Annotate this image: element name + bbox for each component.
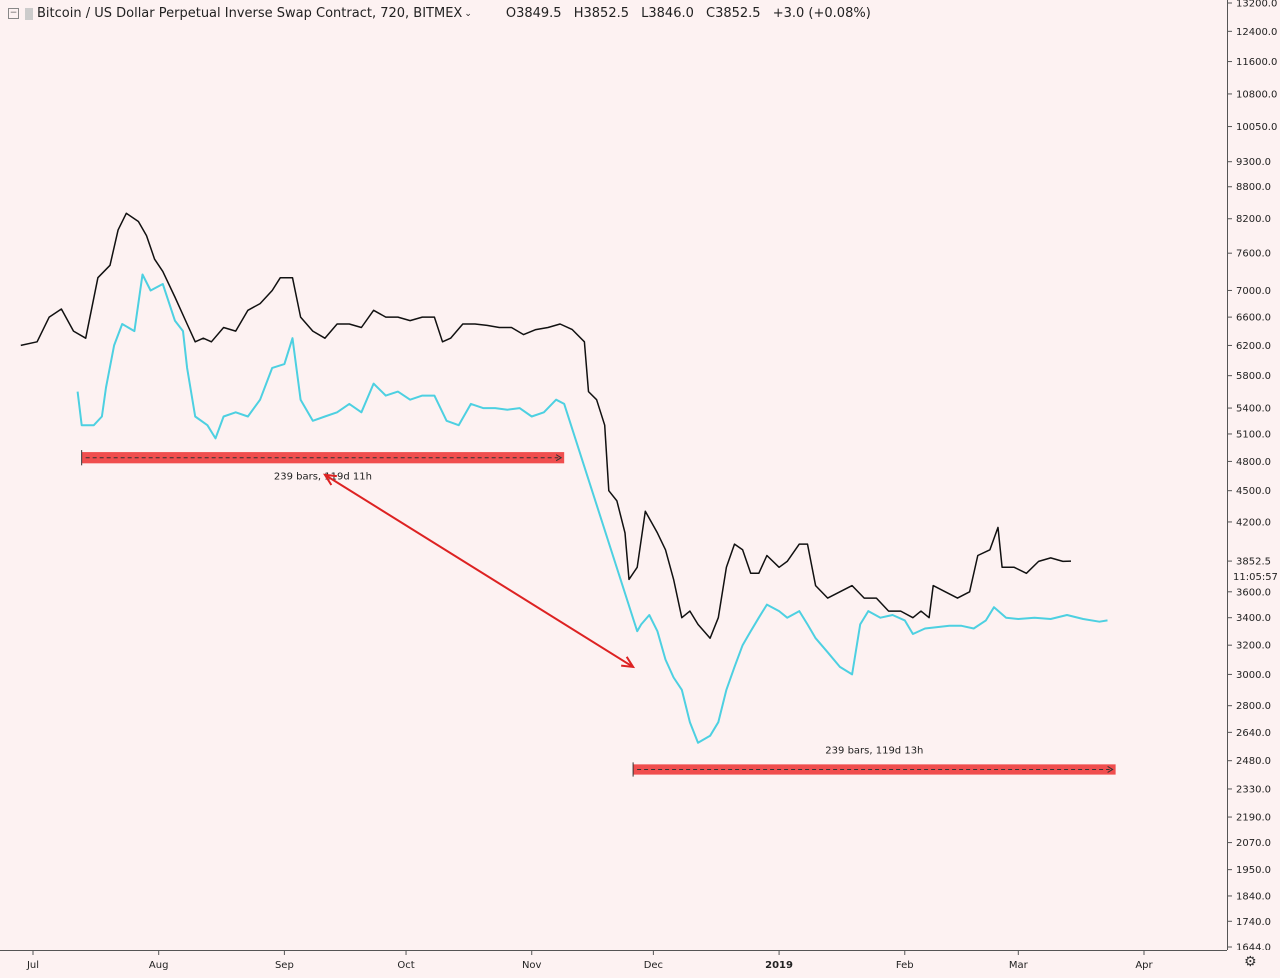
time-tick-label: Mar <box>1009 960 1029 971</box>
price-tick-label: 9300.0 <box>1236 157 1271 168</box>
time-tick-label: Feb <box>896 960 914 971</box>
double-arrow[interactable] <box>322 473 636 669</box>
price-tick-label: 2800.0 <box>1236 701 1271 712</box>
price-tick-label: 4800.0 <box>1236 457 1271 468</box>
close-value: C3852.5 <box>706 6 761 21</box>
arrow-shaft <box>324 473 634 668</box>
chart-legend: − Bitcoin / US Dollar Perpetual Inverse … <box>8 6 879 21</box>
price-tick-label: 3400.0 <box>1236 613 1271 624</box>
price-tick-label: 3000.0 <box>1236 670 1271 681</box>
price-tick-label: 13200.0 <box>1236 0 1277 10</box>
price-tick-label: 4500.0 <box>1236 486 1271 497</box>
price-tick-label: 8200.0 <box>1236 214 1271 225</box>
price-tick-label: 10050.0 <box>1236 122 1277 133</box>
date-range-label: 239 bars, 119d 11h <box>274 471 372 482</box>
price-tick-label: 10800.0 <box>1236 89 1277 100</box>
arrow-head-start <box>322 473 337 486</box>
collapse-legend-icon[interactable]: − <box>8 8 19 19</box>
time-tick-label: Dec <box>644 960 663 971</box>
price-tick-label: 11600.0 <box>1236 57 1277 68</box>
price-axis[interactable]: 13200.0 12400.0 11600.0 10800.0 10050.0 9300.… <box>1227 0 1280 954</box>
price-tick-label: 2190.0 <box>1236 813 1271 824</box>
price-tick-label: 7000.0 <box>1236 286 1271 297</box>
date-range-1[interactable]: 239 bars, 119d 11h <box>81 450 565 482</box>
time-tick-label: Aug <box>149 960 169 971</box>
price-tick-label: 2070.0 <box>1236 838 1271 849</box>
price-tick-label: 5400.0 <box>1236 404 1271 415</box>
time-tick-label: Oct <box>397 960 414 971</box>
price-tick-label: 6600.0 <box>1236 313 1271 324</box>
price-tick-label: 1950.0 <box>1236 865 1271 876</box>
price-tick-label: 3600.0 <box>1236 587 1271 598</box>
time-tick-label: Nov <box>522 960 542 971</box>
date-range-2[interactable]: 239 bars, 119d 13h <box>632 745 1116 777</box>
chart-area[interactable]: 239 bars, 119d 11h 239 bars, 119d 13h <box>0 0 1227 950</box>
price-tick-label: 6200.0 <box>1236 341 1271 352</box>
price-tick-label: 2480.0 <box>1236 756 1271 767</box>
price-chart[interactable]: 239 bars, 119d 11h 239 bars, 119d 13h <box>0 0 1227 950</box>
time-tick-label: 2019 <box>765 960 793 971</box>
last-price-label: 3852.5 <box>1236 557 1271 568</box>
settings-gear-icon[interactable]: ⚙ <box>1244 954 1257 970</box>
symbol-title[interactable]: Bitcoin / US Dollar Perpetual Inverse Sw… <box>37 6 463 21</box>
change-value: +3.0 (+0.08%) <box>772 6 871 21</box>
overlay-series-line <box>76 273 1108 744</box>
time-tick-label: Jul <box>26 960 39 971</box>
date-range-box[interactable] <box>633 764 1116 775</box>
symbol-icon <box>25 7 33 20</box>
price-tick-label: 1740.0 <box>1236 917 1271 928</box>
price-tick-label: 1644.0 <box>1236 943 1271 951</box>
open-value: O3849.5 <box>505 6 562 21</box>
date-range-arrowhead <box>555 454 563 462</box>
price-tick-label: 5800.0 <box>1236 371 1271 382</box>
price-tick-label: 7600.0 <box>1236 249 1271 260</box>
time-tick-label: Apr <box>1135 960 1153 971</box>
price-tick-label: 2640.0 <box>1236 728 1271 739</box>
date-range-label: 239 bars, 119d 13h <box>825 745 923 756</box>
date-range-box[interactable] <box>81 452 565 464</box>
ohlc-values: O3849.5 H3852.5 L3846.0 C3852.5 +3.0 (+0… <box>506 6 879 21</box>
price-tick-label: 8800.0 <box>1236 182 1271 193</box>
arrow-head-end <box>621 656 636 669</box>
low-value: L3846.0 <box>641 6 694 21</box>
price-tick-label: 12400.0 <box>1236 27 1277 38</box>
price-tick-label: 3200.0 <box>1236 641 1271 652</box>
price-tick-label: 2330.0 <box>1236 784 1271 795</box>
symbol-dropdown-icon[interactable]: ⌄ <box>464 8 472 19</box>
time-tick-label: Sep <box>275 960 294 971</box>
price-tick-label: 4200.0 <box>1236 517 1271 528</box>
price-tick-label: 1840.0 <box>1236 891 1271 902</box>
high-value: H3852.5 <box>573 6 629 21</box>
price-tick-label: 5100.0 <box>1236 429 1271 440</box>
date-range-arrowhead <box>1107 766 1114 773</box>
time-axis[interactable]: Jul Aug Sep Oct Nov Dec 2019 Feb Mar Apr <box>0 950 1227 974</box>
price-series-line <box>20 212 1072 639</box>
bar-countdown-label: 11:05:57 <box>1233 572 1278 583</box>
